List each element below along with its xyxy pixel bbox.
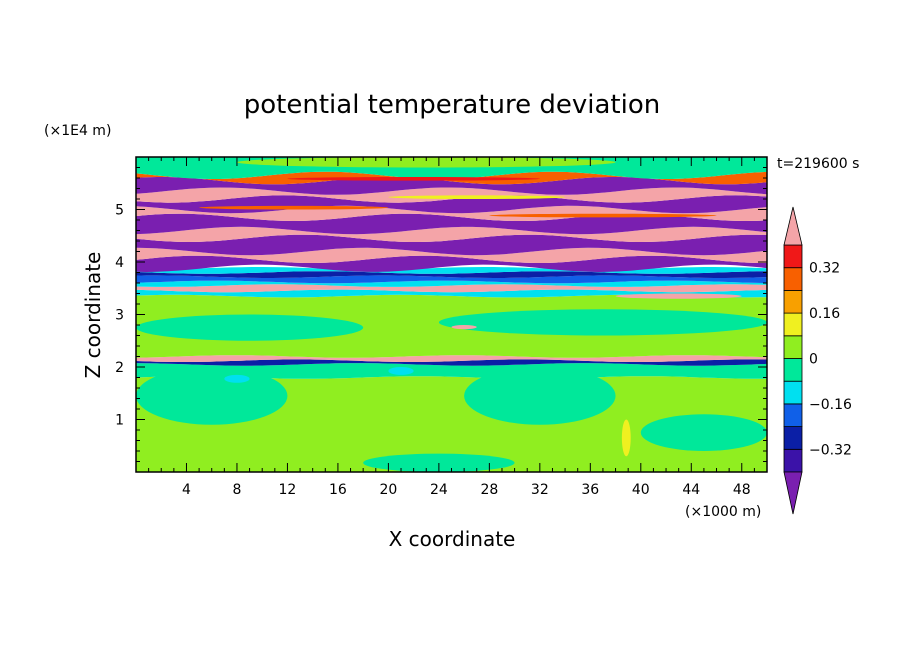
contour-band	[136, 355, 767, 362]
colorbar-segment	[783, 244, 803, 269]
contour-patch	[451, 325, 477, 330]
x-tick-label: 12	[279, 482, 297, 498]
x-tick-label: 48	[733, 482, 751, 498]
y-tick-label: 1	[115, 413, 124, 429]
contour-band	[136, 255, 767, 272]
contour-band	[136, 213, 767, 235]
contour-patch	[388, 367, 414, 375]
colorbar: 0.32 0.16 0 −0.16 −0.32	[783, 206, 852, 515]
contour-band	[136, 271, 767, 278]
x-axis: 4 8 12 16 20 24 28 32 36 40 44 48	[135, 157, 768, 498]
colorbar-min-arrow	[783, 471, 803, 515]
contour-band	[136, 205, 767, 221]
contour-patch	[621, 419, 631, 457]
colorbar-segment	[783, 380, 803, 405]
y-tick-label: 3	[115, 308, 124, 324]
colorbar-label: −0.32	[809, 442, 852, 458]
contour-band	[136, 177, 767, 195]
contour-band	[136, 234, 767, 256]
contour-patch	[136, 314, 364, 341]
contour-patch	[136, 367, 288, 425]
contour-patch	[287, 176, 540, 181]
contour-band	[136, 275, 767, 284]
x-unit-label: (×1000 m)	[685, 504, 761, 520]
colorbar-max-arrow	[783, 206, 803, 246]
x-tick-label: 24	[430, 482, 448, 498]
contour-patch	[489, 213, 717, 218]
x-tick-label: 8	[232, 482, 241, 498]
colorbar-segment	[783, 289, 803, 314]
colorbar-segment	[783, 426, 803, 450]
colorbar-segment	[783, 335, 803, 359]
contour-patch	[464, 367, 616, 425]
contour-band	[136, 289, 767, 298]
y-axis: 1 2 3 4 5	[115, 156, 767, 473]
plot-area	[136, 157, 768, 472]
contour-patch	[388, 195, 566, 200]
y-unit-label: (×1E4 m)	[44, 123, 111, 139]
contour-patch	[224, 374, 250, 383]
y-tick-label: 2	[115, 360, 124, 376]
x-tick-label: 28	[480, 482, 498, 498]
contour-patch	[615, 293, 742, 299]
contour-band	[136, 363, 767, 379]
colorbar-label: 0	[809, 352, 818, 368]
contour-band	[136, 267, 767, 274]
chart-title: potential temperature deviation	[244, 90, 660, 120]
contour-patch	[363, 453, 515, 472]
colorbar-segment	[783, 448, 803, 473]
contour-band	[136, 284, 767, 293]
x-tick-label: 44	[682, 482, 700, 498]
contour-band	[136, 280, 767, 287]
y-tick-label: 5	[115, 203, 124, 219]
colorbar-segment	[783, 267, 803, 291]
colorbar-label: 0.16	[809, 306, 840, 322]
x-tick-label: 20	[379, 482, 397, 498]
contour-patch	[640, 414, 768, 451]
colorbar-label: 0.32	[809, 261, 840, 277]
contour-band	[136, 171, 767, 185]
colorbar-segment	[783, 358, 803, 382]
x-tick-label: 32	[531, 482, 549, 498]
contour-band	[136, 247, 767, 263]
time-label: t=219600 s	[777, 156, 859, 172]
contour-patch	[199, 205, 389, 210]
contour-band	[136, 226, 767, 242]
contour-band	[136, 187, 767, 203]
contour-patch	[236, 157, 616, 168]
x-tick-label: 4	[182, 482, 191, 498]
x-tick-label: 16	[329, 482, 347, 498]
colorbar-label: −0.16	[809, 397, 852, 413]
x-tick-label: 36	[581, 482, 599, 498]
x-tick-label: 40	[632, 482, 650, 498]
colorbar-segment	[783, 403, 803, 427]
y-tick-label: 4	[115, 255, 124, 271]
y-axis-label: Z coordinate	[81, 252, 105, 379]
colorbar-segment	[783, 312, 803, 337]
contour-patch	[438, 309, 767, 336]
contour-band	[136, 359, 767, 366]
x-axis-label: X coordinate	[389, 527, 516, 551]
